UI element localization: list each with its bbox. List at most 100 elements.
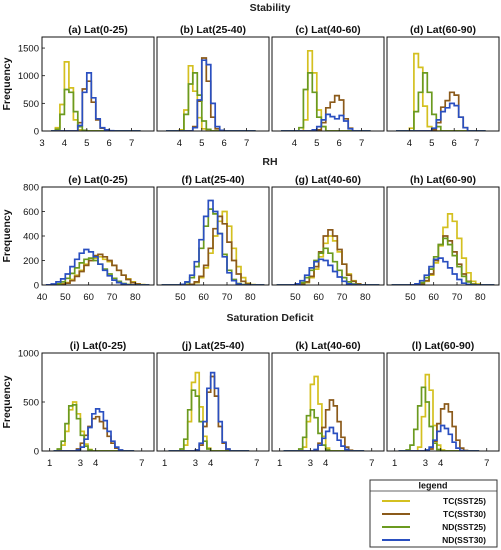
row-title: Stability	[250, 2, 291, 14]
series-line	[396, 72, 486, 131]
x-tick-label: 4	[177, 138, 182, 149]
x-tick-label: 5	[429, 138, 434, 149]
x-tick-label: 60	[83, 292, 94, 303]
y-tick-label: 0	[34, 281, 39, 292]
legend-entry: TC(SST25)	[382, 496, 486, 506]
x-tick-label: 7	[139, 458, 144, 469]
x-tick-label: 3	[423, 458, 428, 469]
histogram-panel: (c) Lat(40-60) 4 5 6 7	[271, 24, 385, 149]
x-tick-label: 1	[277, 458, 282, 469]
series-line	[281, 49, 371, 131]
legend-label: ND(SST25)	[442, 522, 486, 532]
x-tick-label: 50	[290, 292, 301, 303]
x-tick-label: 6	[337, 138, 342, 149]
x-tick-label: 3	[39, 138, 44, 149]
legend-label: TC(SST25)	[443, 496, 486, 506]
x-tick-label: 80	[130, 292, 141, 303]
y-tick-label: 1000	[18, 349, 39, 360]
legend-label: TC(SST30)	[443, 509, 486, 519]
x-tick-label: 7	[129, 138, 134, 149]
series-line	[51, 72, 141, 131]
x-tick-label: 7	[484, 458, 489, 469]
x-tick-label: 7	[369, 458, 374, 469]
x-tick-label: 7	[474, 138, 479, 149]
x-tick-label: 4	[208, 458, 213, 469]
panel-title: (j) Lat(25-40)	[182, 340, 244, 352]
x-tick-label: 40	[37, 292, 48, 303]
panel-title: (b) Lat(25-40)	[180, 24, 246, 36]
histogram-panel: (h) Lat(60-90) 50 60 70 80	[386, 174, 500, 303]
x-tick-label: 3	[308, 458, 313, 469]
plot-frame	[41, 186, 155, 286]
x-tick-label: 5	[84, 138, 89, 149]
y-tick-label: 200	[23, 256, 39, 267]
histogram-panel: (b) Lat(25-40) 4 5 6 7	[156, 24, 270, 149]
series-line	[45, 248, 150, 285]
legend-label: ND(SST30)	[442, 535, 486, 545]
x-tick-label: 4	[323, 458, 328, 469]
histogram-panel: (k) Lat(40-60) 1 3 4 7	[271, 340, 385, 469]
x-tick-label: 50	[60, 292, 71, 303]
series-line	[391, 257, 495, 285]
y-axis-label: Frequency	[1, 57, 13, 110]
series-line	[51, 88, 141, 131]
histogram-panel: (a) Lat(0-25) 3 4 5 6 7 0 500 1000 1500 Frequency	[1, 24, 155, 149]
series-group	[398, 373, 480, 451]
histogram-panel: (e) Lat(0-25)40 50 60 70 800200400600800Freq…	[1, 174, 155, 303]
y-tick-label: 400	[23, 232, 39, 243]
x-tick-label: 7	[254, 458, 259, 469]
series-line	[168, 371, 250, 451]
panel-title: (g) Lat(40-60)	[295, 174, 361, 186]
y-tick-label: 1500	[18, 44, 39, 55]
series-line	[398, 373, 480, 451]
x-tick-label: 3	[193, 458, 198, 469]
histogram-panel: (j) Lat(25-40) 1 3 4 7	[156, 340, 270, 469]
x-tick-label: 6	[107, 138, 112, 149]
y-tick-label: 0	[34, 447, 39, 458]
row-title: RH	[262, 156, 277, 168]
series-line	[396, 102, 486, 131]
panel-title: (l) Lat(60-90)	[412, 340, 474, 352]
series-line	[283, 375, 365, 451]
panel-title: (a) Lat(0-25)	[68, 24, 128, 36]
series-line	[53, 408, 135, 451]
histogram-panel: (l) Lat(60-90) 1 3 4 7	[386, 340, 500, 469]
y-tick-label: 600	[23, 207, 39, 218]
x-tick-label: 60	[428, 292, 439, 303]
plot-frame	[156, 186, 270, 286]
x-tick-label: 60	[198, 292, 209, 303]
series-line	[391, 213, 495, 285]
legend: legend TC(SST25) TC(SST30) ND(SST25) ND(SST…	[369, 479, 498, 548]
series-line	[166, 72, 256, 131]
plot-frame	[271, 186, 385, 286]
row-title: Saturation Deficit	[227, 312, 314, 324]
series-line	[281, 113, 371, 131]
series-group	[283, 375, 365, 451]
plot-frame	[41, 36, 155, 132]
y-tick-label: 800	[23, 183, 39, 194]
x-tick-label: 4	[62, 138, 67, 149]
legend-entry: ND(SST30)	[382, 535, 486, 545]
x-tick-label: 3	[78, 458, 83, 469]
x-tick-label: 70	[337, 292, 348, 303]
series-group	[168, 371, 250, 451]
x-tick-label: 50	[175, 292, 186, 303]
chart-row: Saturation Deficit(i) Lat(0-25)1 3 4 705001…	[1, 312, 500, 469]
series-group	[276, 229, 380, 285]
x-tick-label: 80	[245, 292, 256, 303]
series-line	[276, 258, 380, 285]
x-tick-label: 4	[292, 138, 297, 149]
plot-frame	[156, 352, 270, 452]
y-tick-label: 1000	[18, 71, 39, 82]
plot-frame	[386, 352, 500, 452]
histogram-panel: (d) Lat(60-90) 4 5 6 7	[386, 24, 500, 149]
series-line	[398, 403, 480, 451]
histogram-panel: (i) Lat(0-25) 1 3 4 7 0 500 1000 Frequency	[1, 340, 155, 469]
legend-entries: TC(SST25) TC(SST30) ND(SST25) ND(SST30)	[382, 496, 486, 545]
x-tick-label: 80	[360, 292, 371, 303]
series-line	[168, 371, 250, 451]
x-tick-label: 6	[222, 138, 227, 149]
series-group	[281, 49, 371, 131]
histogram-panel: (g) Lat(40-60) 50 60 70 80	[271, 174, 385, 303]
